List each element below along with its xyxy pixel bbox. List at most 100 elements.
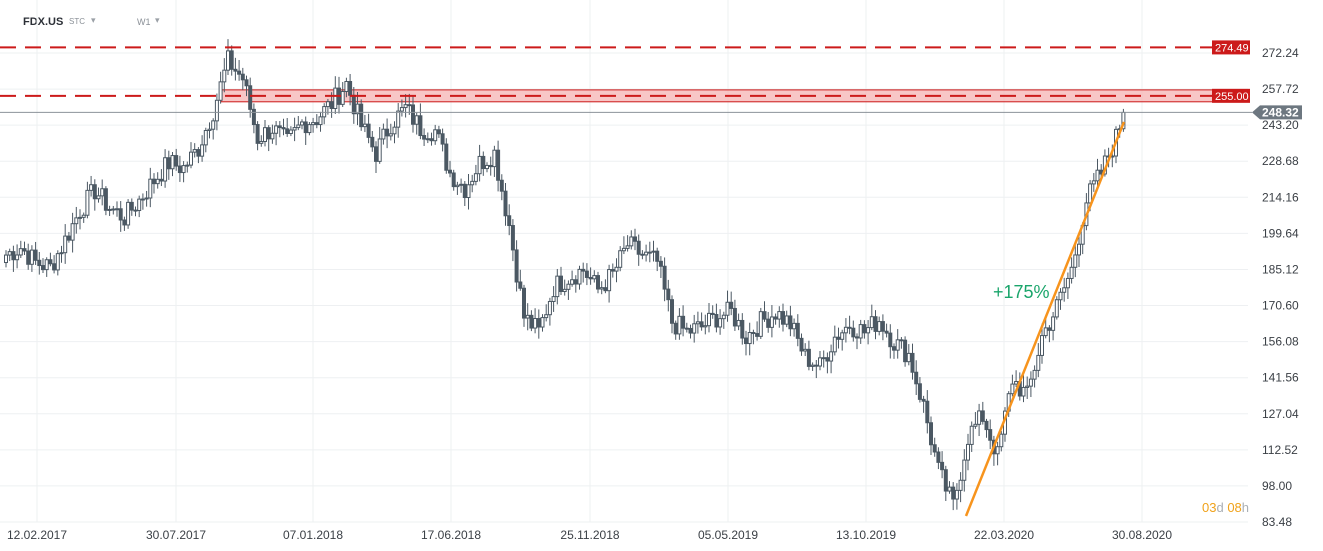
candle-bull [644, 251, 649, 256]
y-tick-label: 127.04 [1262, 407, 1299, 421]
candle-bull [185, 164, 190, 167]
candle-bull [226, 50, 230, 71]
candle-bear [11, 251, 16, 261]
candle-bull [973, 423, 978, 427]
y-tick-label: 199.64 [1262, 226, 1299, 240]
candle-bull [792, 322, 797, 330]
candle-bear [806, 348, 811, 367]
candle-bull [629, 236, 634, 247]
candle-bull [473, 173, 478, 182]
candle-bull [577, 268, 582, 285]
candle-bull [1062, 287, 1067, 293]
candle-bear [925, 400, 930, 424]
candle-bull [189, 151, 193, 166]
candle-bear [880, 321, 885, 332]
candle-bear [281, 127, 286, 130]
candle-bear [255, 124, 260, 144]
candle-bull [977, 410, 982, 425]
candle-bear [481, 155, 486, 170]
candle-bear [451, 172, 456, 188]
candle-bear [233, 68, 238, 72]
candle-bull [222, 69, 227, 83]
symbol-label[interactable]: FDX.US [23, 16, 64, 28]
candle-bull [200, 144, 205, 157]
candle-bear [507, 215, 512, 227]
candle-bull [144, 197, 149, 200]
interval-chevron-down-icon[interactable]: ▾ [155, 15, 160, 25]
interval-selector[interactable]: W1 [137, 17, 151, 27]
candle-bear [559, 275, 563, 293]
candle-bear [285, 128, 290, 134]
candle-bull [7, 251, 12, 256]
candle-bear [573, 279, 578, 285]
candle-bear [266, 127, 271, 140]
candle-bear [855, 336, 859, 339]
candle-bull [333, 87, 338, 110]
candle-bull [895, 339, 900, 351]
y-axis: 272.24 257.72 243.20 228.68 214.16 199.64 185.… [1262, 46, 1299, 529]
candle-bull [96, 195, 101, 200]
y-tick-label: 185.12 [1262, 262, 1299, 276]
candle-bull [15, 254, 20, 261]
candle-bull [677, 315, 682, 335]
candle-bull [832, 336, 837, 353]
x-tick-label: 30.08.2020 [1112, 528, 1172, 542]
candle-bull [1091, 180, 1096, 185]
candle-bull [621, 247, 626, 252]
candle-bull [821, 357, 826, 360]
candle-bear [781, 311, 785, 325]
candle-bull [381, 128, 386, 140]
candle-bull [148, 178, 153, 199]
candle-bear [529, 314, 534, 329]
candle-bull [599, 287, 604, 290]
candle-bear [788, 315, 793, 330]
candle-bear [814, 364, 819, 367]
candle-bear [166, 157, 171, 170]
x-tick-label: 17.06.2018 [421, 528, 481, 542]
candle-bull [1032, 369, 1037, 380]
candle-bear [903, 339, 908, 363]
candle-bull [947, 486, 952, 492]
candle-bear [385, 128, 390, 137]
candle-bear [662, 265, 667, 290]
candle-bear [581, 268, 586, 272]
candle-bear [122, 219, 127, 226]
candle-bull [300, 121, 304, 126]
candle-bear [825, 357, 830, 362]
candle-bear [847, 326, 852, 329]
candle-bull [392, 126, 397, 135]
x-tick-label: 07.01.2018 [283, 528, 343, 542]
candle-bear [448, 169, 452, 174]
candle-bull [651, 250, 656, 253]
candle-bull [1040, 335, 1044, 356]
candle-bull [29, 249, 34, 265]
candle-bear [655, 250, 660, 262]
candle-bear [277, 125, 282, 129]
candle-bear [436, 129, 441, 135]
y-tick-label: 257.72 [1262, 82, 1299, 96]
instrument-type-chevron-down-icon[interactable]: ▾ [91, 15, 96, 25]
candle-bull [318, 116, 323, 126]
y-tick-label: 243.20 [1262, 118, 1299, 132]
candle-bull [999, 433, 1004, 448]
overlays: 274.49 255.00 248.32 +175% 03d 08h [0, 40, 1302, 517]
candle-bear [914, 371, 919, 385]
candle-bull [592, 275, 597, 280]
candle-bear [899, 339, 904, 342]
candle-bull [962, 459, 967, 481]
candle-bull [111, 208, 116, 211]
trend-line [964, 121, 1126, 517]
candle-bear [129, 201, 134, 211]
candle-bull [81, 214, 86, 218]
candle-bull [203, 129, 208, 146]
candle-bull [958, 479, 963, 491]
candle-bear [103, 188, 108, 211]
candle-bear [22, 248, 27, 252]
candle-bull [388, 133, 393, 137]
candle-bull [403, 104, 408, 109]
candle-bear [374, 146, 378, 162]
candle-bear [66, 235, 71, 241]
candle-bull [858, 324, 863, 339]
resistance-level-box [1212, 40, 1250, 55]
